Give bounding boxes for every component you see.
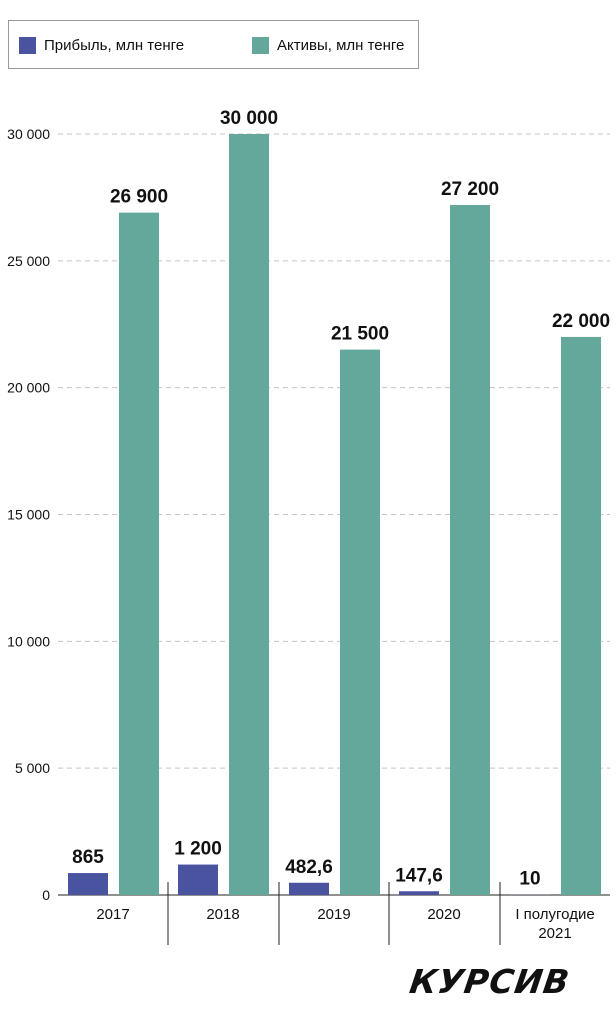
profit-bar [68,873,108,895]
x-tick-label: I полугодие [515,906,594,923]
profit-bar [399,891,439,895]
assets-data-label: 26 900 [110,187,168,208]
kursiv-logo: КУРСИВ [407,962,573,1001]
assets-data-label: 30 000 [220,108,278,129]
profit-data-label: 482,6 [285,857,333,878]
y-tick-label: 10 000 [7,633,50,649]
y-tick-label: 0 [42,887,50,903]
profit-bar [289,882,329,895]
x-tick-label: 2021 [538,925,571,942]
x-tick-label: 2019 [317,906,350,923]
y-tick-label: 20 000 [7,380,50,396]
legend-item-profit: Прибыль, млн тенге [19,35,184,55]
assets-data-label: 22 000 [552,311,610,332]
assets-bar [119,212,159,896]
legend-swatch-assets [252,36,269,54]
legend-item-assets: Активы, млн тенге [252,35,404,55]
assets-bar [229,134,269,895]
legend-swatch-profit [19,36,36,54]
assets-data-label: 27 200 [441,179,499,200]
assets-bar [561,336,601,895]
assets-data-label: 21 500 [331,324,389,345]
x-tick-label: 2017 [96,906,129,923]
legend-label-profit: Прибыль, млн тенге [44,36,185,54]
profit-data-label: 865 [72,847,104,868]
profit-data-label: 10 [519,869,540,890]
x-tick-label: 2020 [427,906,460,923]
y-tick-label: 25 000 [7,253,50,269]
profit-data-label: 147,6 [395,865,443,886]
profit-data-label: 1 200 [174,839,222,860]
assets-bar [340,349,380,895]
y-tick-label: 30 000 [7,126,50,142]
assets-bar [450,205,490,895]
legend: Прибыль, млн тенге Активы, млн тенге [8,20,419,69]
profit-bar [178,864,218,895]
x-tick-label: 2018 [206,906,239,923]
legend-label-assets: Активы, млн тенге [277,36,405,54]
y-tick-label: 5 000 [15,760,50,776]
y-tick-label: 15 000 [7,507,50,523]
